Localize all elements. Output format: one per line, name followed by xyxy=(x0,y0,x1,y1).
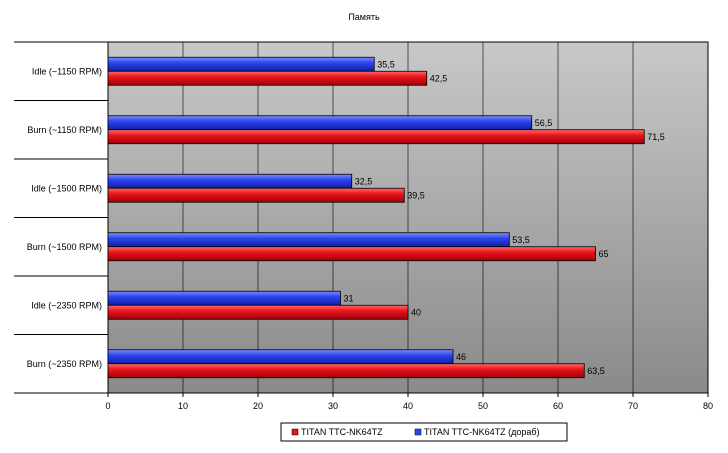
category-label: Idle (~2350 RPM) xyxy=(31,300,102,310)
bar-series-b xyxy=(107,290,341,306)
category-label: Idle (~1150 RPM) xyxy=(32,66,102,76)
bars: 35,5 42,5 56,5 71,5 32,5 39,5 53,5 65 31 40 46 63,5 xyxy=(107,56,665,379)
bar-series-a xyxy=(107,304,409,320)
data-label: 71,5 xyxy=(647,132,665,142)
category-label: Burn (~1500 RPM) xyxy=(27,242,102,252)
legend-label-series-b: TITAN TTC-NK64TZ (дораб) xyxy=(424,427,540,437)
data-label: 65 xyxy=(599,249,609,259)
bar-series-b xyxy=(107,349,454,365)
x-tick-label: 50 xyxy=(478,401,488,411)
grid-lines xyxy=(182,42,634,393)
data-label: 31 xyxy=(344,293,354,303)
data-label: 46 xyxy=(456,352,466,362)
category-label: Burn (~2350 RPM) xyxy=(27,359,102,369)
bar-series-a xyxy=(107,70,428,86)
x-tick-label: 0 xyxy=(105,401,110,411)
data-label: 53,5 xyxy=(512,235,530,245)
x-tick-label: 20 xyxy=(253,401,263,411)
category-label: Burn (~1150 RPM) xyxy=(27,125,102,135)
data-label: 32,5 xyxy=(355,176,373,186)
bar-series-b xyxy=(107,173,353,189)
legend-swatch-series-a xyxy=(291,428,299,436)
data-label: 63,5 xyxy=(587,366,605,376)
value-axis: 0 10 20 30 40 50 60 70 80 xyxy=(105,393,713,411)
bar-series-b xyxy=(107,232,510,248)
chart-title: Память xyxy=(348,12,380,22)
x-tick-label: 80 xyxy=(703,401,713,411)
legend-swatch-series-b xyxy=(414,428,422,436)
legend: TITAN TTC-NK64TZ TITAN TTC-NK64TZ (дораб… xyxy=(280,422,568,442)
data-label: 39,5 xyxy=(407,190,425,200)
data-label: 35,5 xyxy=(377,59,395,69)
x-tick-label: 60 xyxy=(553,401,563,411)
x-tick-label: 30 xyxy=(328,401,338,411)
bar-series-b xyxy=(107,56,375,72)
data-label: 40 xyxy=(411,307,421,317)
legend-box xyxy=(280,422,568,442)
x-tick-label: 10 xyxy=(178,401,188,411)
bar-series-a xyxy=(107,187,405,203)
data-label: 42,5 xyxy=(430,73,448,83)
x-tick-label: 40 xyxy=(403,401,413,411)
category-label: Idle (~1500 RPM) xyxy=(31,183,102,193)
category-axis: Idle (~1150 RPM) Burn (~1150 RPM) Idle (~1… xyxy=(14,41,108,394)
bar-series-a xyxy=(107,363,585,379)
bar-series-b xyxy=(107,115,533,131)
data-label: 56,5 xyxy=(535,118,553,128)
legend-label-series-a: TITAN TTC-NK64TZ xyxy=(301,427,383,437)
bar-series-a xyxy=(107,246,596,262)
x-tick-label: 70 xyxy=(628,401,638,411)
bar-series-a xyxy=(107,129,645,145)
